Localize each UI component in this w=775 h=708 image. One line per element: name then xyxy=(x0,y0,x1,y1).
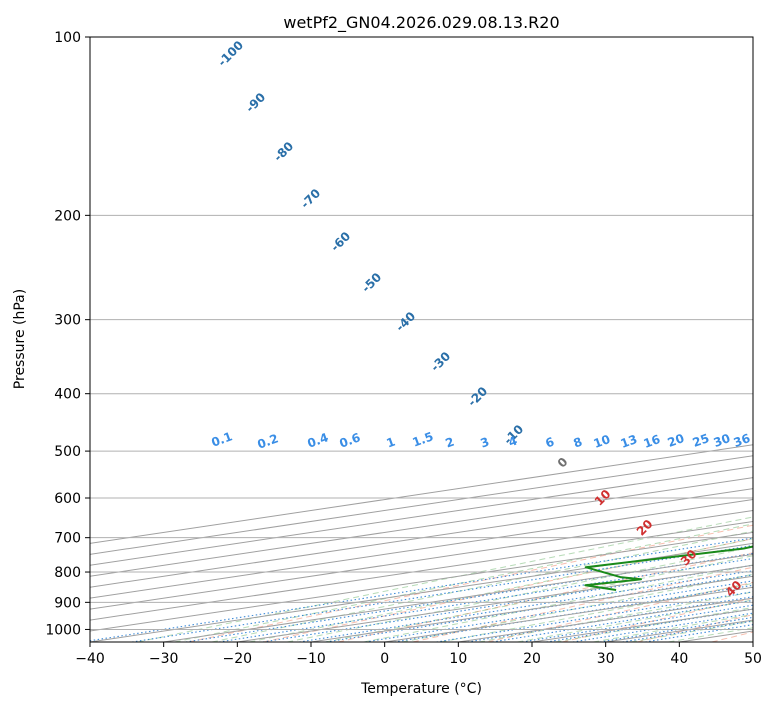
dry-adiabat-line xyxy=(188,524,753,642)
mixing-ratio-label: 0.4 xyxy=(305,430,330,450)
isotherm-line xyxy=(90,520,753,621)
y-tick-label: 300 xyxy=(54,313,81,329)
axes: −40 −30 −20 −10 0 10 20 30 40 50 100 200 300 400 500 60… xyxy=(45,30,762,667)
isotherm-line xyxy=(90,444,753,544)
y-tick-label: 100 xyxy=(54,30,81,46)
y-axis-label: Pressure (hPa) xyxy=(12,289,28,389)
mixing-ratio-line xyxy=(90,537,753,642)
chart-title: wetPf2_GN04.2026.029.08.13.R20 xyxy=(283,13,559,33)
mixing-ratio-label: 10 xyxy=(592,432,612,451)
isotherm-line xyxy=(90,531,753,632)
y-tick-label: 1000 xyxy=(45,622,81,638)
dry-adiabat-line xyxy=(412,566,753,642)
dry-adiabat-line xyxy=(263,538,753,642)
mixing-ratio-label: 1.5 xyxy=(410,429,435,449)
x-tick-label: 10 xyxy=(449,651,467,667)
y-tick-label: 200 xyxy=(54,208,81,224)
moist-adiabat-line xyxy=(440,582,753,642)
mixing-ratio-label: 0.1 xyxy=(209,429,234,449)
x-axis-label: Temperature (°C) xyxy=(360,681,482,697)
x-tick-label: −10 xyxy=(296,651,326,667)
y-tick-label: 700 xyxy=(54,531,81,547)
mixing-ratio-label: 0.2 xyxy=(255,431,280,451)
y-tick-label: 400 xyxy=(54,387,81,403)
mixing-ratio-line xyxy=(365,580,753,642)
mixing-ratio-line xyxy=(326,574,753,642)
x-tick-label: 0 xyxy=(380,651,389,667)
mixing-ratio-label: 16 xyxy=(642,432,662,451)
moist-adiabat-line xyxy=(174,523,753,642)
pressure-gridlines xyxy=(90,37,753,630)
x-tick-label: −20 xyxy=(223,651,253,667)
moist-adiabat-line xyxy=(249,538,753,642)
y-tick-label: 800 xyxy=(54,565,81,581)
isotherm-line xyxy=(90,509,753,610)
isotherm-line xyxy=(90,455,753,555)
mixing-ratio-label: 30 xyxy=(712,431,732,450)
y-tick-label: 500 xyxy=(54,444,81,460)
isotherm-line xyxy=(90,466,753,566)
isotherm-line xyxy=(90,488,753,588)
plot-frame xyxy=(89,36,754,643)
mixing-ratio-line xyxy=(299,570,753,642)
isotherm-line xyxy=(90,499,753,599)
isotherm-line xyxy=(90,477,753,577)
x-tick-label: 50 xyxy=(744,651,762,667)
mixing-ratio-label: 0.6 xyxy=(337,430,362,450)
dry-adiabat-line xyxy=(487,581,753,642)
x-tick-label: −40 xyxy=(75,651,105,667)
moist-adiabat-line xyxy=(325,555,753,642)
moist-adiabat-line xyxy=(363,564,753,642)
mixing-ratio-label: 13 xyxy=(619,432,639,451)
x-tick-label: 40 xyxy=(670,651,688,667)
x-tick-label: −30 xyxy=(149,651,179,667)
mixing-ratio-label: 25 xyxy=(691,431,711,450)
y-tick-label: 900 xyxy=(54,595,81,611)
mixing-ratio-label: 36 xyxy=(732,431,752,450)
background-lines xyxy=(90,444,753,642)
mixing-ratio-label: 20 xyxy=(666,431,686,450)
x-tick-label: 30 xyxy=(597,651,615,667)
x-tick-label: 20 xyxy=(523,651,541,667)
moist-adiabat-line xyxy=(211,530,753,642)
y-tick-label: 600 xyxy=(54,491,81,507)
